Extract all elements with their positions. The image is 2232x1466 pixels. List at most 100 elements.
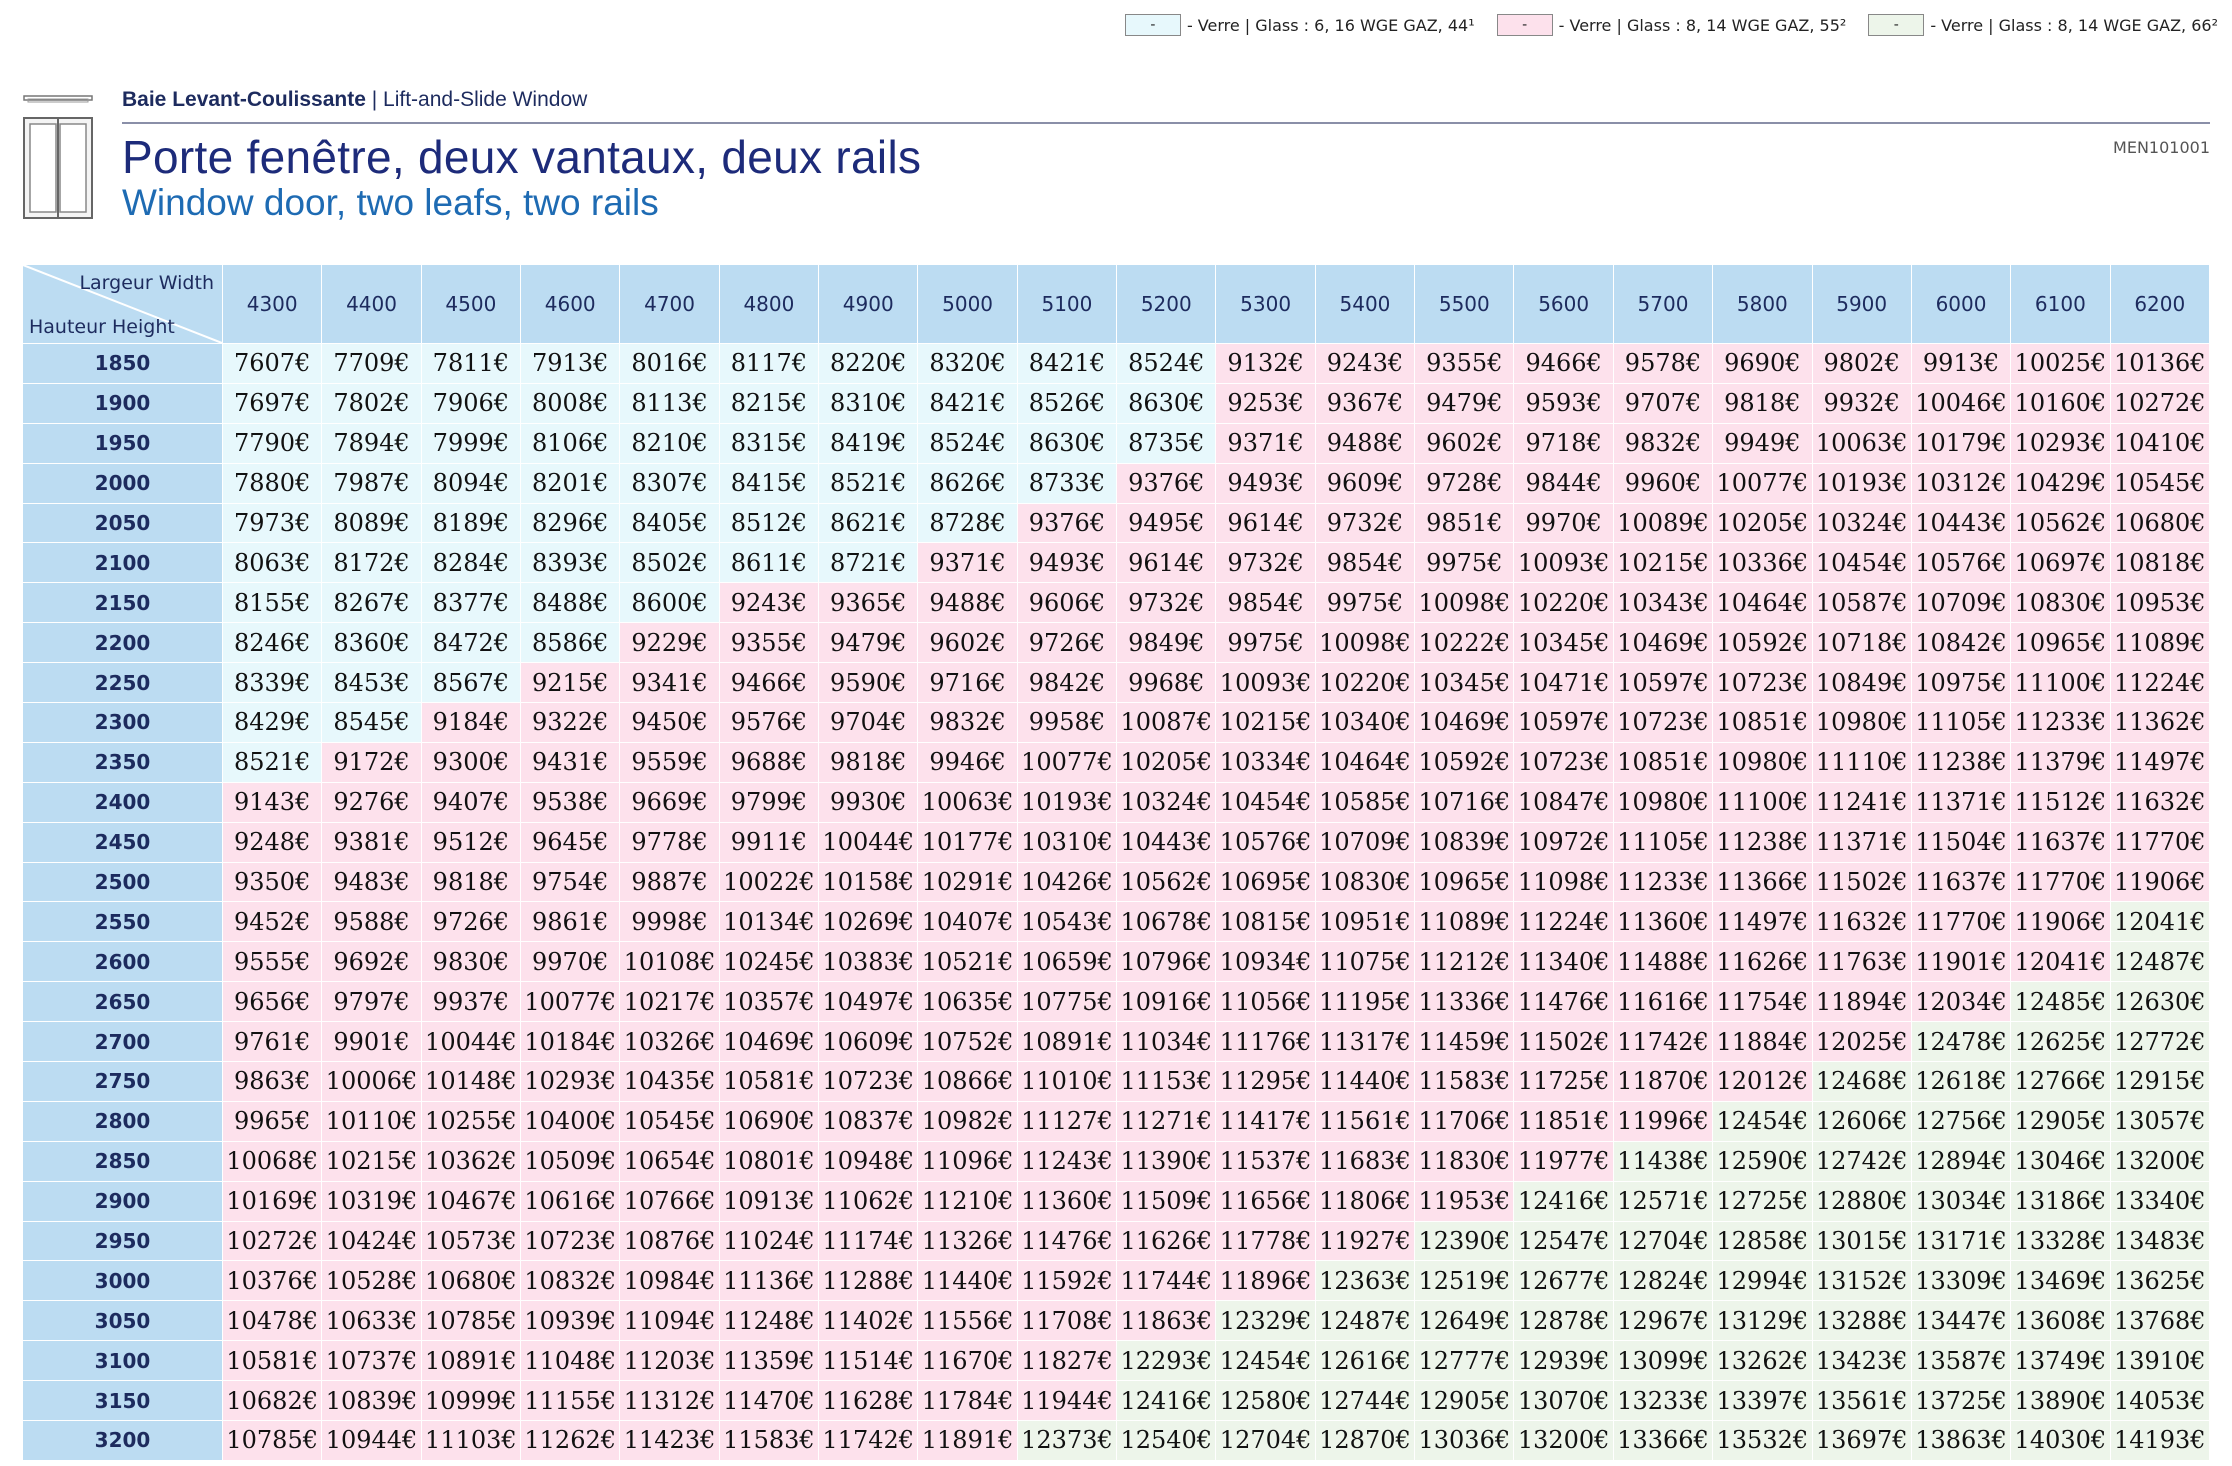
price-cell: 10680€	[420, 1260, 522, 1302]
table-row: 2250 8339€ 8453€ 8567€ 9215€ 9341€ 9466€ 9590€ 9…	[22, 662, 2211, 704]
width-header-cell: 4400	[321, 264, 422, 344]
price-cell: 10063€	[1811, 422, 1912, 464]
price-cell: 12905€	[2010, 1100, 2111, 1142]
height-header-cell: 2100	[22, 542, 223, 584]
price-cell: 11440€	[917, 1260, 1018, 1302]
price-cell: 8611€	[718, 542, 820, 584]
price-cell: 9602€	[917, 622, 1018, 664]
table-row: 1850 7607€ 7709€ 7811€ 7913€ 8016€ 8117€ 8220€ 8…	[22, 343, 2211, 384]
price-cell: 12580€	[1215, 1380, 1316, 1422]
price-cell: 11359€	[718, 1340, 820, 1382]
price-cell: 13890€	[2010, 1380, 2111, 1422]
corner-diagonal	[23, 265, 222, 343]
height-header-cell: 2800	[22, 1100, 223, 1142]
price-cell: 9322€	[520, 702, 621, 743]
price-cell: 10272€	[2109, 382, 2211, 424]
price-cell: 11626€	[1116, 1220, 1217, 1262]
price-cell: 10324€	[1116, 781, 1217, 823]
price-cell: 10934€	[1215, 941, 1316, 983]
price-cell: 10616€	[520, 1180, 621, 1222]
table-row: 3050 10478€ 10633€ 10785€ 10939€ 11094€ 11248€…	[22, 1300, 2211, 1342]
price-cell: 12041€	[2010, 941, 2111, 983]
table-row: 2200 8246€ 8360€ 8472€ 8586€ 9229€ 9355€ 9479€ 9…	[22, 622, 2211, 664]
price-cell: 11360€	[1612, 901, 1714, 943]
price-cell: 9341€	[619, 662, 720, 704]
price-cell: 11884€	[1712, 1021, 1813, 1063]
price-cell: 11062€	[818, 1180, 919, 1222]
price-cell: 12487€	[2109, 941, 2211, 983]
window-door-icon	[23, 95, 93, 219]
price-cell: 11056€	[1215, 981, 1316, 1023]
price-cell: 9937€	[420, 981, 522, 1023]
price-cell: 9854€	[1215, 582, 1316, 624]
price-cell: 9718€	[1513, 422, 1614, 464]
price-cell: 7973€	[221, 502, 323, 544]
height-header-cell: 2750	[22, 1061, 223, 1102]
price-cell: 13469€	[2010, 1260, 2111, 1302]
price-cell: 10068€	[221, 1140, 323, 1182]
price-cell: 12373€	[1016, 1420, 1118, 1461]
price-cell: 9609€	[1314, 462, 1416, 504]
price-cell: 10184€	[520, 1021, 621, 1063]
height-header-cell: 2050	[22, 502, 223, 544]
price-cell: 11556€	[917, 1300, 1018, 1342]
price-cell: 10310€	[1016, 821, 1118, 863]
price-cell: 11742€	[818, 1420, 919, 1461]
price-cell: 11155€	[520, 1380, 621, 1422]
page-title-en: Window door, two leafs, two rails	[122, 182, 659, 223]
price-cell: 10581€	[718, 1061, 820, 1102]
price-cell: 12487€	[1314, 1300, 1416, 1342]
price-cell: 9371€	[917, 542, 1018, 584]
price-cell: 10220€	[1513, 582, 1614, 624]
price-cell: 11632€	[2109, 781, 2211, 823]
price-cell: 9559€	[619, 741, 720, 783]
price-cell: 10383€	[818, 941, 919, 983]
price-cell: 10830€	[1314, 861, 1416, 903]
price-cell: 10426€	[1016, 861, 1118, 903]
price-cell: 11362€	[2109, 702, 2211, 743]
price-cell: 13099€	[1612, 1340, 1714, 1382]
price-cell: 10293€	[520, 1061, 621, 1102]
price-cell: 8307€	[619, 462, 720, 504]
table-row: 2050 7973€ 8089€ 8189€ 8296€ 8405€ 8512€ 8621€ 8…	[22, 502, 2211, 544]
table-row: 2150 8155€ 8267€ 8377€ 8488€ 8600€ 9243€ 9365€ 9…	[22, 582, 2211, 624]
price-cell: 11224€	[2109, 662, 2211, 704]
price-cell: 9707€	[1612, 382, 1714, 424]
price-cell: 10633€	[321, 1300, 422, 1342]
price-cell: 11894€	[1811, 981, 1912, 1023]
legend-label: - Verre | Glass : 6, 16 WGE GAZ, 44¹	[1186, 15, 1475, 35]
price-cell: 10293€	[2010, 422, 2111, 464]
price-cell: 11592€	[1016, 1260, 1118, 1302]
table-row: 2500 9350€ 9483€ 9818€ 9754€ 9887€ 10022€ 10158…	[22, 861, 2211, 903]
price-cell: 10849€	[1811, 662, 1912, 704]
price-cell: 10255€	[420, 1100, 522, 1142]
price-cell: 10690€	[718, 1100, 820, 1142]
price-cell: 10179€	[1910, 422, 2012, 464]
price-cell: 10585€	[1314, 781, 1416, 823]
price-cell: 12329€	[1215, 1300, 1316, 1342]
header-divider	[122, 122, 2210, 124]
price-cell: 7894€	[321, 422, 422, 464]
price-cell: 10435€	[619, 1061, 720, 1102]
price-cell: 11417€	[1215, 1100, 1316, 1142]
price-cell: 9832€	[1612, 422, 1714, 464]
price-cell: 9946€	[917, 741, 1018, 783]
price-cell: 7913€	[520, 343, 621, 384]
price-cell: 11024€	[718, 1220, 820, 1262]
price-cell: 9606€	[1016, 582, 1118, 624]
price-cell: 8201€	[520, 462, 621, 504]
price-cell: 12540€	[1116, 1420, 1217, 1461]
price-cell: 11708€	[1016, 1300, 1118, 1342]
price-cell: 11754€	[1712, 981, 1813, 1023]
price-cell: 10984€	[619, 1260, 720, 1302]
price-cell: 10357€	[718, 981, 820, 1023]
table-corner-header: Largeur Width Hauteur Height	[22, 264, 223, 344]
price-cell: 11953€	[1414, 1180, 1515, 1222]
height-header-cell: 2900	[22, 1180, 223, 1222]
price-cell: 9466€	[1513, 343, 1614, 384]
price-cell: 10469€	[1612, 622, 1714, 664]
table-row: 2600 9555€ 9692€ 9830€ 9970€ 10108€ 10245€ 1038…	[22, 941, 2211, 983]
price-cell: 9832€	[917, 702, 1018, 743]
table-row: 2550 9452€ 9588€ 9726€ 9861€ 9998€ 10134€ 10269…	[22, 901, 2211, 943]
price-cell: 10148€	[420, 1061, 522, 1102]
